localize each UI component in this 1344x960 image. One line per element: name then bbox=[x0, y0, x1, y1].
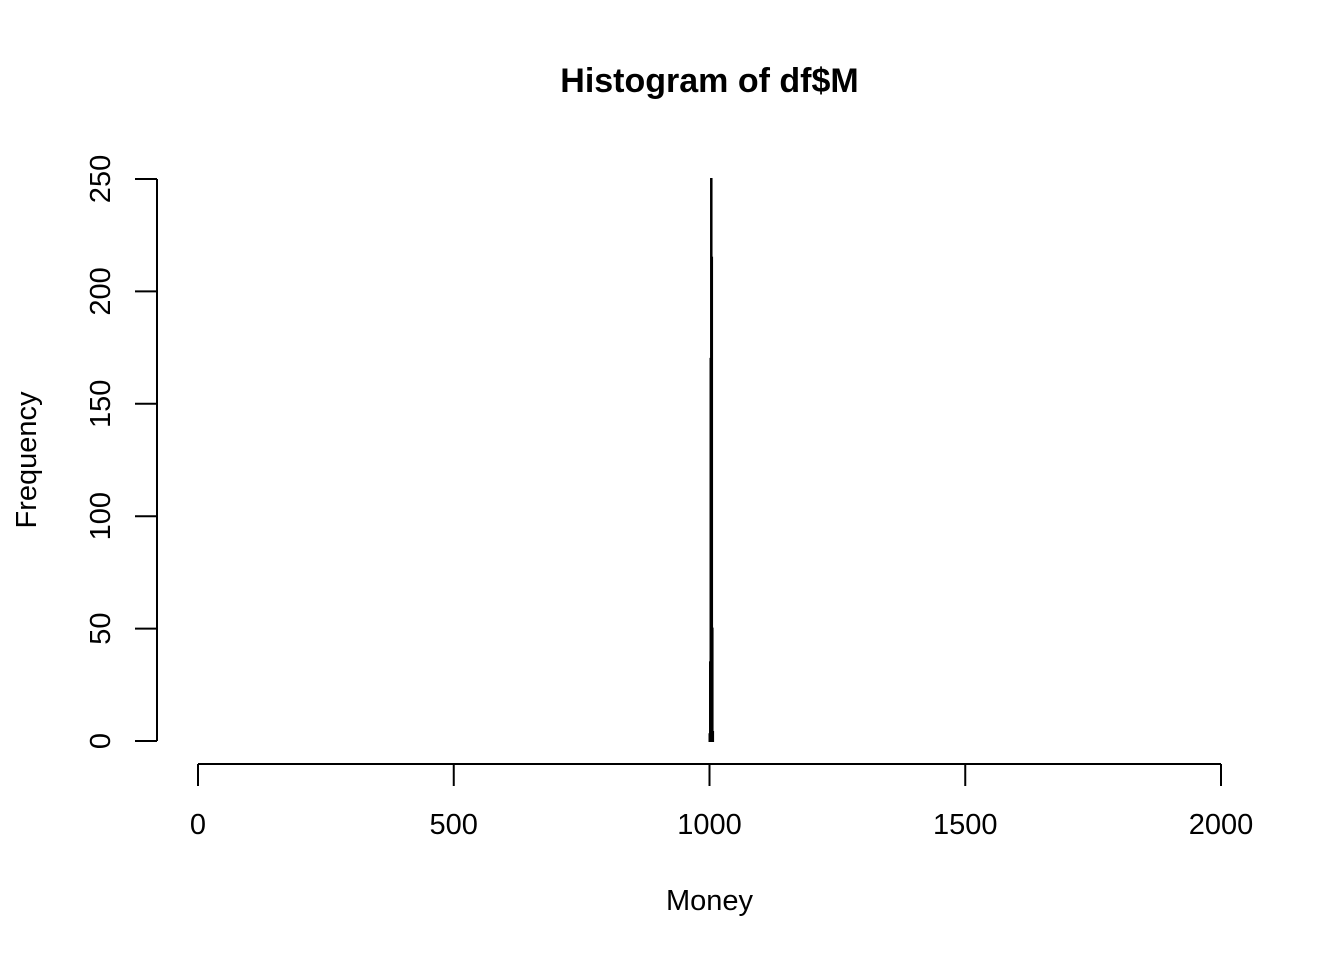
x-tick-label: 500 bbox=[430, 809, 478, 841]
histogram-bar bbox=[711, 627, 714, 742]
x-tick-label: 0 bbox=[190, 809, 206, 841]
y-tick-label: 150 bbox=[85, 380, 117, 428]
y-axis-label: Frequency bbox=[11, 391, 43, 529]
chart-title: Histogram of df$M bbox=[560, 62, 858, 100]
x-tick-label: 1000 bbox=[677, 809, 742, 841]
x-tick-label: 1500 bbox=[933, 809, 998, 841]
y-tick-label: 100 bbox=[85, 492, 117, 540]
x-axis-label: Money bbox=[666, 885, 754, 917]
y-axis: 0 50 100 150 200 250 bbox=[85, 155, 158, 749]
x-axis: 0 500 1000 1500 2000 bbox=[190, 763, 1254, 841]
histogram-bars bbox=[708, 178, 715, 743]
y-tick-label: 200 bbox=[85, 267, 117, 315]
y-tick-label: 50 bbox=[85, 612, 117, 644]
y-tick-label: 250 bbox=[85, 155, 117, 203]
y-tick-label: 0 bbox=[85, 733, 117, 749]
histogram-bar bbox=[711, 731, 715, 742]
x-tick-label: 2000 bbox=[1189, 809, 1254, 841]
